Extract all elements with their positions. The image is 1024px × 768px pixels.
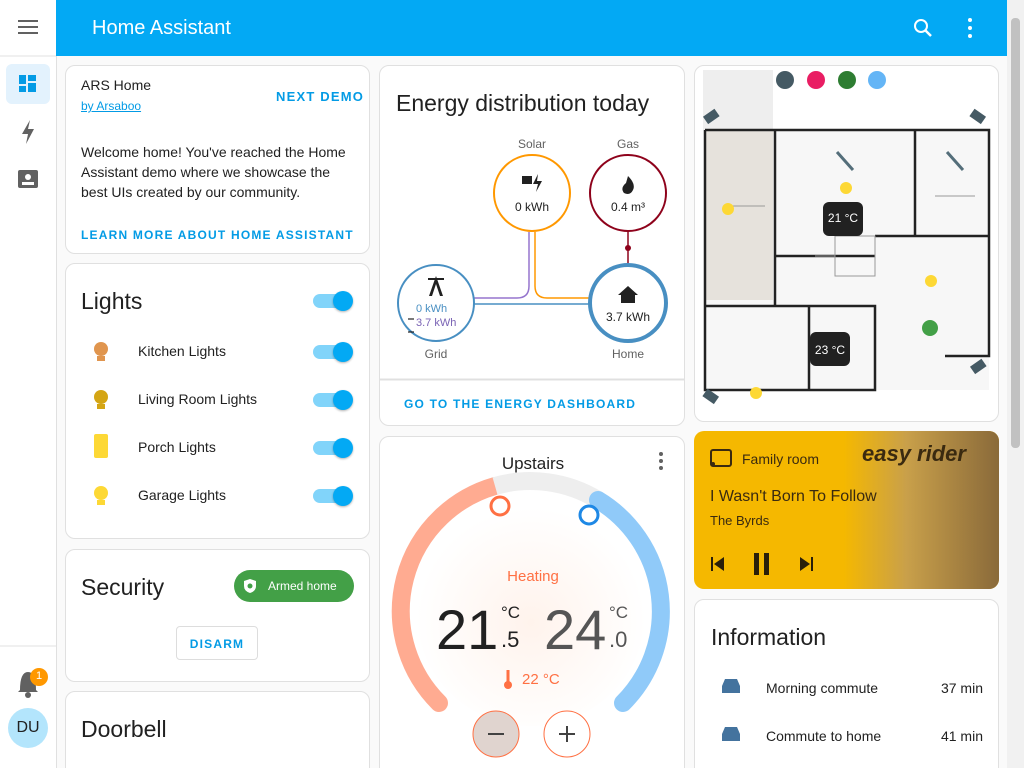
unit: °C <box>501 603 521 622</box>
low-handle[interactable] <box>489 495 511 517</box>
disarm-label: DISARM <box>189 637 245 651</box>
demo-author[interactable]: by Arsaboo <box>81 99 142 113</box>
info-name: Commute to home <box>766 728 882 744</box>
media-title: I Wasn't Born To Follow <box>710 488 877 505</box>
gas-value: 0.4 m³ <box>610 200 645 214</box>
toggle[interactable] <box>313 390 353 410</box>
learn-more[interactable]: LEARN MORE ABOUT HOME ASSISTANT <box>81 228 354 242</box>
album-art-title: easy rider <box>862 441 966 466</box>
prev[interactable] <box>714 557 724 571</box>
grid-in: 0 kWh <box>416 303 448 315</box>
pause[interactable] <box>754 553 759 575</box>
floor-temp: 23 °C <box>814 343 846 357</box>
sidebar: 1 DU <box>0 0 57 768</box>
demo-title: ARS Home <box>81 77 152 93</box>
hvac-mode: Heating <box>507 568 559 585</box>
doorbell-card: Doorbell <box>65 691 370 768</box>
low-decimal: .5 <box>501 627 520 652</box>
toggle[interactable] <box>313 291 353 311</box>
grid-label: Grid <box>424 347 448 361</box>
thermostat-name: Upstairs <box>501 454 565 473</box>
avatar-text: DU <box>16 719 40 736</box>
cast-icon <box>710 449 732 467</box>
floorplan-card: 21 °C 23 °C <box>694 65 999 422</box>
disarm-button[interactable]: DISARM <box>176 626 258 660</box>
header-title: Home Assistant <box>92 17 231 39</box>
scrollbar <box>1007 0 1024 768</box>
media-card: easy rider Family room I Wasn't Born To … <box>694 431 999 589</box>
toggle[interactable] <box>313 486 353 506</box>
energy-diagram <box>380 154 684 381</box>
search[interactable] <box>914 19 928 33</box>
sidebar-icons <box>0 20 56 748</box>
toggle[interactable] <box>313 438 353 458</box>
nav-energy[interactable] <box>22 120 34 144</box>
demo-text: Welcome home! You've reached the Home As… <box>81 144 346 200</box>
header: Home Assistant <box>56 0 1007 56</box>
doorbell-title: Doorbell <box>81 716 167 742</box>
floorplan <box>702 70 991 405</box>
energy-card: Energy distribution today Solar 0 kWh Ga… <box>379 65 685 426</box>
armed-chip[interactable]: Armed home <box>234 570 354 602</box>
floor-temp: 21 °C <box>827 211 859 225</box>
high-handle[interactable] <box>578 504 600 526</box>
solar-value: 0 kWh <box>514 200 549 214</box>
menu-icon[interactable] <box>18 20 38 34</box>
gas-label: Gas <box>616 137 639 151</box>
high-decimal: .0 <box>609 627 628 652</box>
energy-title: Energy distribution today <box>396 90 650 116</box>
information-title: Information <box>711 624 827 650</box>
light-name: Living Room Lights <box>138 391 258 407</box>
grid-out: 3.7 kWh <box>416 317 457 329</box>
media-controls <box>711 553 813 575</box>
lights-card: Lights Kitchen Lights Living Room Lights… <box>65 263 370 539</box>
armed-state: Armed home <box>268 579 337 593</box>
thermostat-menu[interactable] <box>659 452 663 470</box>
info-value: 41 min <box>940 728 983 744</box>
album-art <box>844 431 999 589</box>
lights-title: Lights <box>81 288 143 314</box>
header-actions <box>914 18 972 38</box>
light-icons <box>94 342 108 505</box>
unit: °C <box>609 603 629 622</box>
light-name: Garage Lights <box>138 487 226 503</box>
media-artist: The Byrds <box>710 513 770 528</box>
toggle[interactable] <box>313 342 353 362</box>
security-card: Security Armed home DISARM <box>65 549 370 682</box>
car-icons <box>722 679 740 741</box>
home-value: 3.7 kWh <box>605 310 650 324</box>
thermostat-dial <box>391 452 670 758</box>
light-name: Kitchen Lights <box>138 343 226 359</box>
media-source: Family room <box>742 451 820 467</box>
badge: 1 <box>35 670 43 682</box>
security-title: Security <box>81 574 165 600</box>
next[interactable] <box>800 557 810 571</box>
thermostat-card: Upstairs Heating 21 °C .5 24 °C .0 22 °C <box>379 436 685 768</box>
high-target: 24 <box>544 598 607 661</box>
next-demo[interactable]: NEXT DEMO <box>276 89 365 104</box>
current-temp: 22 °C <box>522 671 560 688</box>
light-name: Porch Lights <box>138 439 216 455</box>
solar-label: Solar <box>517 137 546 151</box>
demo-card: ARS Home by Arsaboo NEXT DEMO Welcome ho… <box>65 65 370 254</box>
avatar[interactable] <box>8 708 48 748</box>
info-value: 37 min <box>940 680 983 696</box>
energy-link[interactable]: GO TO THE ENERGY DASHBOARD <box>404 397 637 411</box>
scroll-thumb[interactable] <box>1011 18 1020 448</box>
home-label: Home <box>611 347 644 361</box>
information-card: Information Morning commute 37 min Commu… <box>694 599 999 768</box>
floor-icons <box>702 71 987 405</box>
more-menu[interactable] <box>968 18 972 38</box>
info-name: Morning commute <box>766 680 879 696</box>
low-target: 21 <box>436 598 499 661</box>
